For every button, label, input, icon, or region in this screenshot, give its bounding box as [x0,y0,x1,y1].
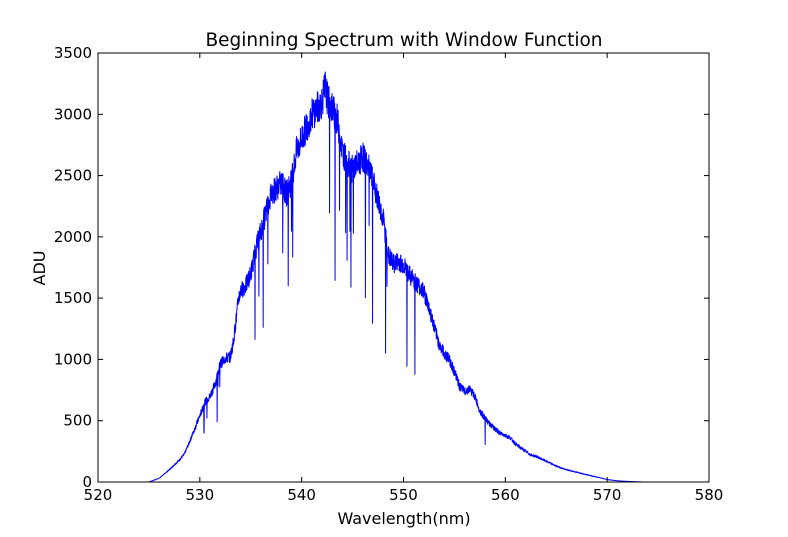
y-tick-label: 2000 [54,228,92,246]
y-axis-label: ADU [30,251,49,286]
y-tick-label: 3500 [54,44,92,62]
x-tick-label: 570 [593,486,622,504]
y-tick-label: 3000 [54,105,92,123]
y-tick-label: 0 [82,473,92,491]
x-axis-label: Wavelength(nm) [337,509,470,528]
y-tick-label: 1000 [54,350,92,368]
x-tick-label: 580 [695,486,724,504]
spectrum-series-line [98,71,709,483]
x-tick-label: 520 [84,486,113,504]
x-tick-label: 560 [491,486,520,504]
axis-ticks: 520 530 540 550 560 570 580 0 500 1000 1500 2000 250… [54,44,724,504]
y-tick-label: 1500 [54,289,92,307]
y-tick-label: 2500 [54,167,92,185]
x-tick-label: 540 [287,486,316,504]
x-tick-label: 550 [389,486,418,504]
x-tick-label: 530 [186,486,215,504]
chart-title: Beginning Spectrum with Window Function [205,30,602,51]
plot-area [98,71,709,483]
y-tick-label: 500 [63,412,92,430]
